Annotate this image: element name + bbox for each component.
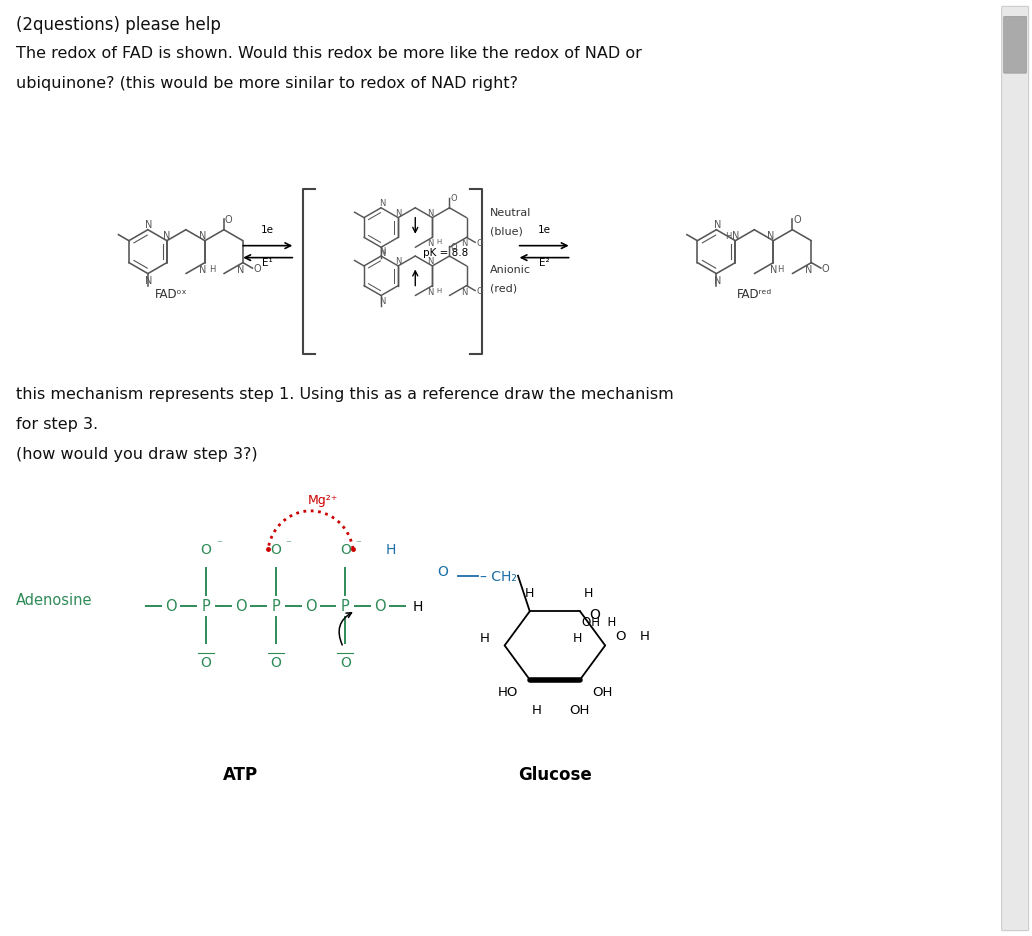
Text: Neutral: Neutral	[490, 208, 531, 217]
Text: O: O	[225, 214, 232, 225]
Text: FADᵒˣ: FADᵒˣ	[155, 287, 188, 300]
Text: ⁻: ⁻	[355, 538, 361, 548]
Text: P: P	[201, 598, 211, 613]
Text: OH  H: OH H	[582, 616, 616, 629]
Text: H: H	[725, 231, 732, 241]
Text: O: O	[589, 607, 600, 622]
Text: N: N	[146, 219, 153, 229]
Text: H: H	[480, 631, 489, 644]
Text: H: H	[412, 599, 423, 613]
Text: O: O	[340, 656, 351, 670]
Text: O: O	[450, 242, 457, 252]
Text: ⁻: ⁻	[216, 538, 222, 548]
Text: N: N	[395, 209, 401, 217]
Text: N: N	[395, 256, 401, 266]
Text: E¹: E¹	[262, 257, 273, 268]
Text: H: H	[640, 629, 650, 642]
Text: N: N	[199, 230, 206, 241]
Text: H: H	[437, 239, 442, 245]
Text: N: N	[714, 219, 721, 229]
Text: ATP: ATP	[223, 766, 258, 783]
Text: O: O	[340, 542, 351, 556]
Text: N: N	[770, 265, 777, 274]
Text: for step 3.: for step 3.	[17, 417, 98, 431]
Text: this mechanism represents step 1. Using this as a reference draw the mechanism: this mechanism represents step 1. Using …	[17, 387, 674, 402]
Text: – CH₂: – CH₂	[480, 569, 517, 583]
Text: N: N	[379, 249, 385, 258]
Text: OH: OH	[592, 685, 612, 698]
Text: H: H	[385, 542, 395, 556]
Text: N: N	[379, 198, 385, 208]
Text: Mg²⁺: Mg²⁺	[308, 493, 337, 506]
Text: N: N	[427, 287, 433, 297]
Text: N: N	[806, 265, 813, 274]
Text: N: N	[427, 239, 433, 248]
Text: ⁻: ⁻	[286, 538, 291, 548]
Text: H: H	[209, 265, 216, 273]
Text: O: O	[794, 214, 801, 225]
Text: pK = 8.8: pK = 8.8	[423, 247, 469, 257]
Text: HO: HO	[497, 685, 518, 698]
Text: N: N	[732, 230, 739, 241]
Text: O: O	[438, 564, 448, 578]
Text: ubiquinone? (this would be more sinilar to redox of NAD right?: ubiquinone? (this would be more sinilar …	[17, 76, 518, 91]
Text: O: O	[375, 598, 386, 613]
Text: H: H	[573, 632, 582, 645]
Text: 1e: 1e	[538, 225, 551, 234]
Text: O: O	[450, 194, 457, 203]
Text: (2questions) please help: (2questions) please help	[17, 16, 221, 35]
Text: O: O	[304, 598, 317, 613]
Text: N: N	[461, 239, 467, 248]
Text: N: N	[427, 209, 433, 217]
Text: O: O	[615, 629, 625, 642]
Text: H: H	[533, 703, 542, 716]
Text: O: O	[200, 542, 212, 556]
Text: O: O	[821, 264, 830, 274]
Text: H: H	[583, 587, 592, 600]
Text: O: O	[476, 286, 483, 296]
Text: N: N	[461, 287, 467, 297]
Text: N: N	[237, 265, 245, 274]
Text: H: H	[437, 287, 442, 293]
Text: (blue): (blue)	[490, 227, 522, 236]
Text: N: N	[379, 298, 385, 306]
Text: O: O	[200, 656, 212, 670]
Text: Adenosine: Adenosine	[17, 592, 93, 607]
Text: O: O	[476, 239, 483, 247]
Text: N: N	[163, 230, 170, 241]
Text: The redox of FAD is shown. Would this redox be more like the redox of NAD or: The redox of FAD is shown. Would this re…	[17, 46, 642, 61]
Text: O: O	[235, 598, 247, 613]
Text: P: P	[271, 598, 280, 613]
Text: O: O	[270, 656, 281, 670]
Text: OH: OH	[570, 703, 590, 716]
Text: (how would you draw step 3?): (how would you draw step 3?)	[17, 446, 258, 461]
Text: N: N	[714, 275, 721, 285]
Text: Anionic: Anionic	[490, 264, 530, 274]
FancyBboxPatch shape	[1004, 18, 1027, 74]
Text: O: O	[165, 598, 176, 613]
Text: H: H	[777, 265, 783, 273]
Text: N: N	[427, 256, 433, 266]
Text: E²: E²	[539, 257, 549, 268]
Text: N: N	[379, 247, 385, 256]
Text: O: O	[270, 542, 281, 556]
FancyBboxPatch shape	[1002, 7, 1029, 930]
Text: FADʳᵉᵈ: FADʳᵉᵈ	[737, 287, 772, 300]
Text: O: O	[254, 264, 261, 274]
Text: N: N	[768, 230, 775, 241]
Text: N: N	[199, 265, 206, 274]
Text: P: P	[342, 598, 350, 613]
Text: N: N	[146, 275, 153, 285]
Text: 1e: 1e	[261, 225, 275, 234]
Text: Glucose: Glucose	[518, 766, 591, 783]
Text: (red): (red)	[490, 283, 517, 293]
Text: H: H	[525, 587, 535, 600]
